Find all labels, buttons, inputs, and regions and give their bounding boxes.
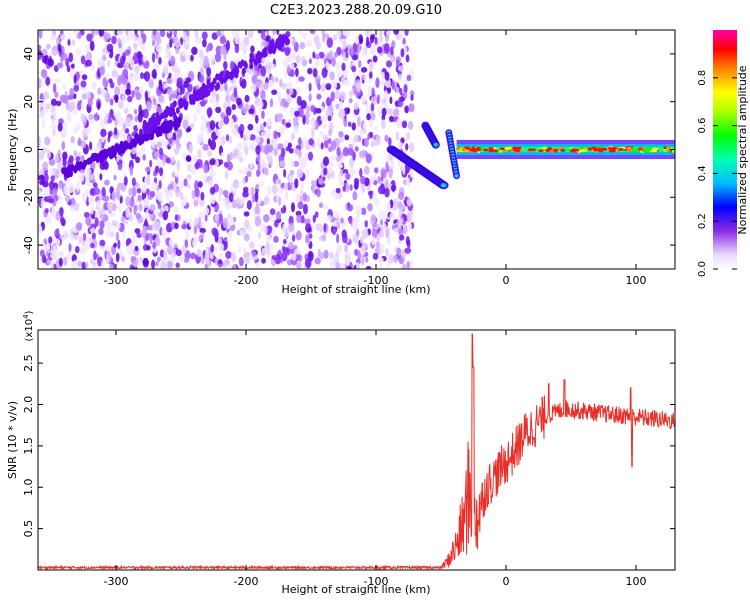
colorbar-ticks: 0.0 0.2 0.4 0.6 0.8 bbox=[697, 70, 737, 277]
snr-axis-ticks: -300 -200 -100 0 100 0.5 1.0 1.5 2.0 2.5 bbox=[22, 330, 675, 588]
spectrogram-y-label: Frequency (Hz) bbox=[6, 109, 19, 192]
chart-title: C2E3.2023.288.20.09.G10 bbox=[270, 3, 442, 18]
snr-series-line bbox=[38, 333, 675, 570]
y-tick-label: 40 bbox=[22, 47, 35, 61]
y-tick-label: 1.5 bbox=[22, 437, 35, 455]
colorbar-tick-label: 0.0 bbox=[697, 261, 708, 277]
x-tick-label: 100 bbox=[626, 575, 647, 588]
colorbar-label: Normalized spectral amplitude bbox=[736, 65, 749, 234]
y-tick-label: 2.5 bbox=[22, 354, 35, 372]
y-tick-label: 0.5 bbox=[22, 520, 35, 538]
snr-y-label: SNR (10 * v/v) bbox=[6, 401, 19, 479]
colorbar-tick-label: 0.6 bbox=[697, 118, 708, 134]
colorbar-tick-label: 0.8 bbox=[697, 70, 708, 86]
x-tick-label: 0 bbox=[503, 575, 510, 588]
colorbar: 0.0 0.2 0.4 0.6 0.8 Normalized spectral ampl… bbox=[697, 30, 749, 277]
y-tick-label: -40 bbox=[22, 236, 35, 254]
y-tick-label: -20 bbox=[22, 188, 35, 206]
x-tick-label: -200 bbox=[234, 575, 259, 588]
snr-frame bbox=[37, 329, 676, 571]
x-tick-label: -300 bbox=[104, 575, 129, 588]
colorbar-tick-label: 0.4 bbox=[697, 165, 708, 181]
x-tick-label: 0 bbox=[503, 274, 510, 287]
y-tick-label: 2.0 bbox=[22, 396, 35, 414]
colorbar-gradient bbox=[713, 30, 737, 269]
snr-x-label: Height of straight line (km) bbox=[281, 583, 430, 596]
spectrogram-heatmap bbox=[38, 30, 675, 269]
x-tick-label: -200 bbox=[234, 274, 259, 287]
x-tick-label: -100 bbox=[364, 274, 389, 287]
snr-panel: -300 -200 -100 0 100 0.5 1.0 1.5 2.0 2.5 Height o… bbox=[6, 310, 676, 596]
y-tick-label: 0 bbox=[22, 146, 35, 153]
x-tick-label: -100 bbox=[364, 575, 389, 588]
spectrogram-x-label: Height of straight line (km) bbox=[281, 283, 430, 296]
y-tick-label: 20 bbox=[22, 95, 35, 109]
x-tick-label: 100 bbox=[626, 274, 647, 287]
snr-y-scale-note: (x104) bbox=[22, 310, 35, 341]
x-tick-label: -300 bbox=[104, 274, 129, 287]
y-tick-label: 1.0 bbox=[22, 478, 35, 496]
colorbar-tick-label: 0.2 bbox=[697, 213, 708, 229]
